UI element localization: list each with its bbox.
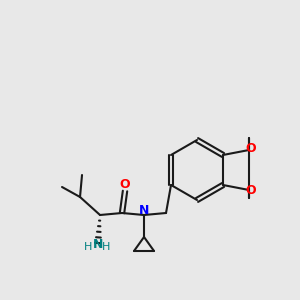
Text: O: O	[246, 142, 256, 155]
Text: H: H	[84, 242, 92, 252]
Text: N: N	[93, 238, 103, 251]
Text: O: O	[120, 178, 130, 191]
Text: N: N	[139, 203, 149, 217]
Text: H: H	[102, 242, 110, 252]
Text: O: O	[246, 184, 256, 197]
